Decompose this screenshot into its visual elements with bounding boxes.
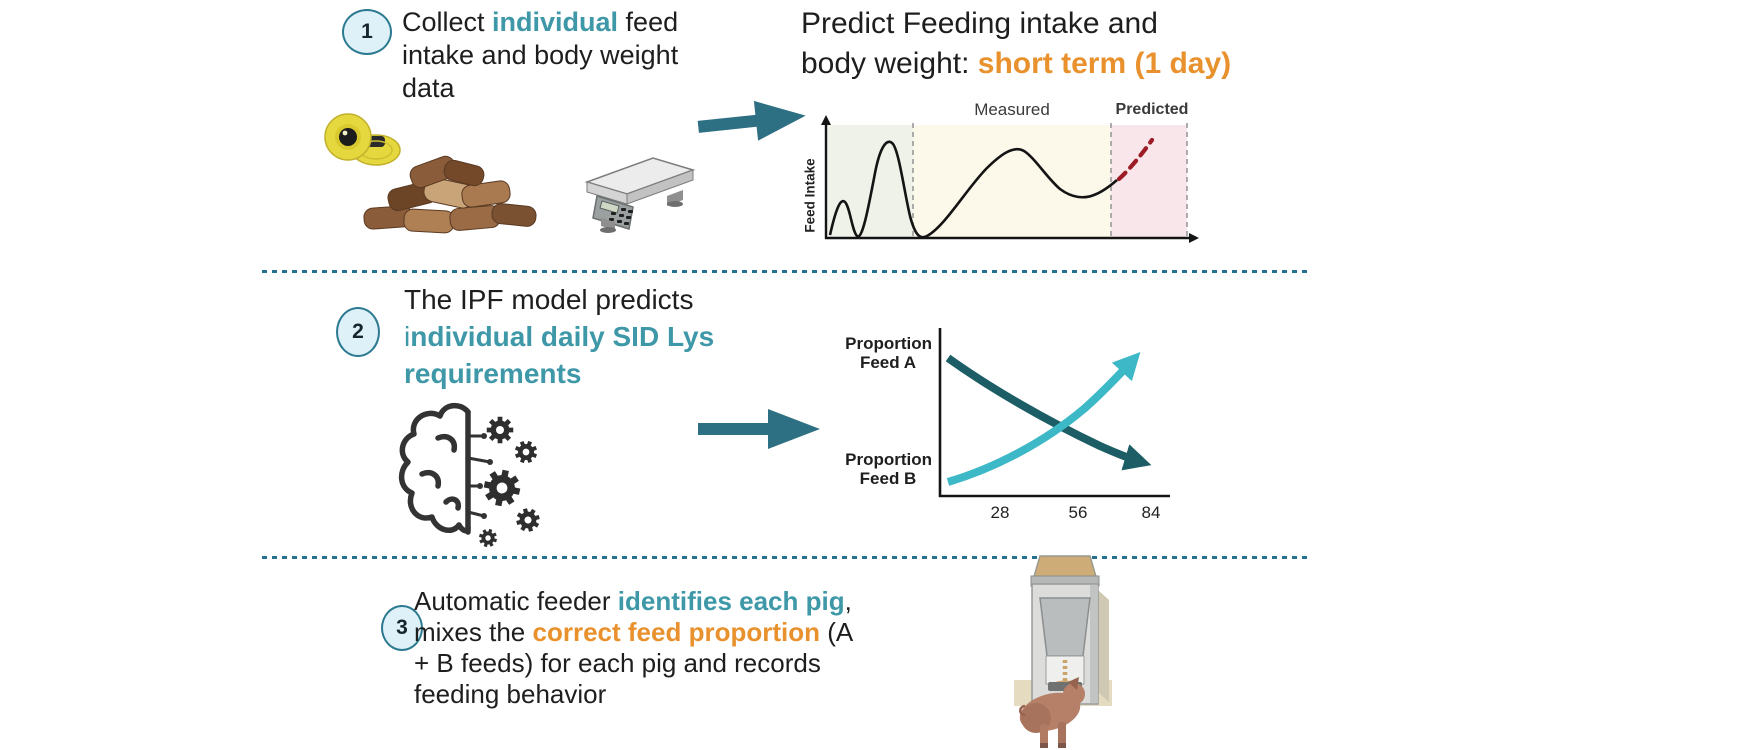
scale-icon (584, 157, 696, 233)
measured-curve (828, 140, 1118, 239)
tick-28: 28 (991, 503, 1010, 522)
panel1-title: Predict Feeding intake and body weight: … (801, 7, 1232, 80)
feed-pile-icon (363, 155, 537, 234)
step-3-number-badge: 3 (381, 605, 423, 651)
arrow-right-icon-1 (697, 100, 806, 141)
feed-proportion-chart: 28 56 84 (938, 328, 1170, 522)
proportion-feed-a-label: Proportion Feed A (845, 334, 932, 372)
automatic-feeder-icon (1014, 555, 1112, 748)
step-2-number: 2 (352, 320, 364, 343)
step-1-text: Collect individual feed intake and body … (402, 7, 679, 103)
feed-b-curve (946, 352, 1141, 486)
section-divider-1 (262, 270, 1308, 273)
proportion-feed-b-label: Proportion Feed B (845, 450, 932, 488)
ear-tags-icon (324, 113, 401, 166)
machine-learning-brain-icon (398, 402, 544, 550)
step-1-number-badge: 1 (342, 9, 392, 55)
step-2-number-badge: 2 (336, 307, 380, 357)
measured-label: Measured (974, 100, 1050, 119)
tick-84: 84 (1142, 503, 1161, 522)
highlight-feed-proportion: correct feed proportion (532, 617, 820, 647)
tick-56: 56 (1069, 503, 1088, 522)
step-2-text: The IPF model predicts individual daily … (404, 284, 715, 389)
step-3-text: Automatic feeder identifies each pig, mi… (414, 586, 854, 709)
arrow-right-icon-2 (698, 409, 820, 449)
section-divider-2 (262, 556, 1308, 559)
highlight-sid-lys: ndividual daily SID Lys (410, 321, 715, 352)
highlight-identifies-pig: identifies each pig (617, 586, 845, 616)
pig (1019, 677, 1085, 748)
feed-a-curve (945, 354, 1152, 471)
step-3-number: 3 (396, 616, 408, 639)
highlight-short-term: short term (1 day) (977, 47, 1232, 80)
highlight-individual: individual (492, 7, 619, 37)
feed-intake-chart (821, 115, 1199, 243)
step-1-number: 1 (361, 20, 373, 43)
predicted-label: Predicted (1115, 101, 1189, 118)
predicted-curve (1116, 137, 1155, 182)
